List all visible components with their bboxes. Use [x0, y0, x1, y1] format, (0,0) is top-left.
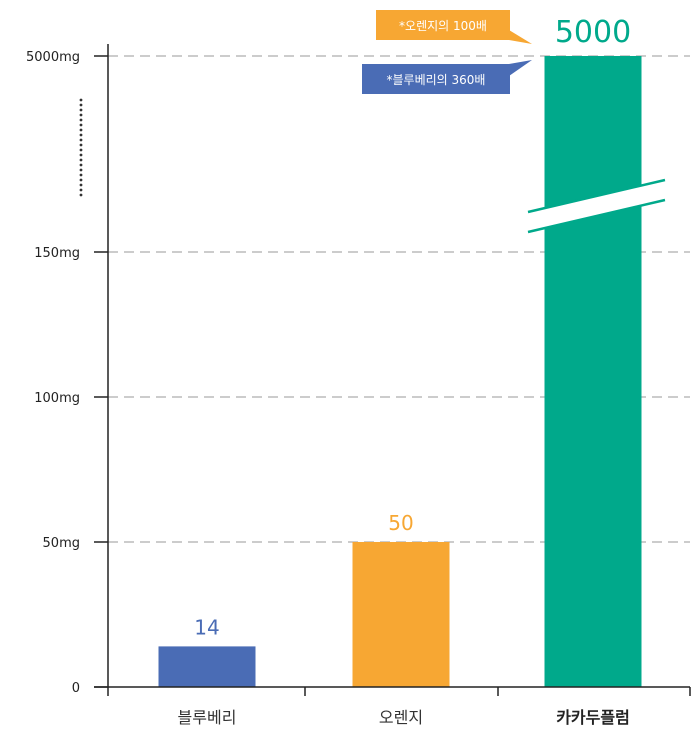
value-label: 5000	[555, 15, 631, 50]
value-label: 14	[194, 615, 219, 639]
callout-pointer-orange	[509, 30, 532, 44]
callouts: *오렌지의 100배 *블루베리의 360배	[362, 10, 532, 94]
axis-break-marks	[79, 98, 666, 234]
axis-break-dot	[79, 193, 83, 197]
y-tick-labels: 0 50mg 100mg 150mg 5000mg	[26, 50, 80, 696]
value-labels: 14 50 5000	[194, 15, 631, 639]
category-label: 블루베리	[178, 708, 237, 727]
callout-text: *블루베리의 360배	[387, 73, 486, 87]
bar	[158, 646, 256, 687]
axis-break-dot	[79, 173, 83, 177]
y-tick-label: 150mg	[34, 246, 80, 261]
bar-break-gap	[528, 180, 665, 232]
callout-box-blue	[362, 64, 510, 94]
axis-break-dot	[79, 148, 83, 152]
callout-pointer-blue	[509, 60, 532, 76]
callout-text: *오렌지의 100배	[399, 19, 487, 33]
axis-break-dot	[79, 138, 83, 142]
callout-box-orange	[376, 10, 510, 40]
bar-break-line	[527, 178, 666, 214]
axis-break-dot	[79, 178, 83, 182]
category-label: 카카두플럼	[556, 708, 630, 727]
axis-break-dot	[79, 163, 83, 167]
axis-break-dot	[79, 183, 83, 187]
axis-break-dot	[79, 133, 83, 137]
category-label: 오렌지	[379, 708, 423, 727]
y-tick-label: 100mg	[34, 391, 80, 406]
axis-break-dot	[79, 168, 83, 172]
axis-break-dot	[79, 118, 83, 122]
axis-break-dot	[79, 123, 83, 127]
axis-break-dot	[79, 143, 83, 147]
y-tick-label: 0	[72, 681, 80, 696]
y-tick-label: 50mg	[43, 536, 80, 551]
axis-break-dot	[79, 113, 83, 117]
axes	[94, 44, 691, 696]
axis-break-dot	[79, 108, 83, 112]
bar	[544, 56, 642, 687]
axis-break-dot	[79, 103, 83, 107]
bar	[352, 542, 450, 687]
axis-break-dot	[79, 128, 83, 132]
axis-break-dot	[79, 153, 83, 157]
category-labels: 블루베리 오렌지 카카두플럼	[178, 708, 630, 727]
axis-break-dot	[79, 188, 83, 192]
axis-break-dot	[79, 158, 83, 162]
y-tick-label: 5000mg	[26, 50, 80, 65]
bar-break-line	[527, 198, 666, 234]
value-label: 50	[388, 511, 413, 535]
axis-break-dot	[79, 98, 83, 102]
bars	[158, 56, 642, 687]
